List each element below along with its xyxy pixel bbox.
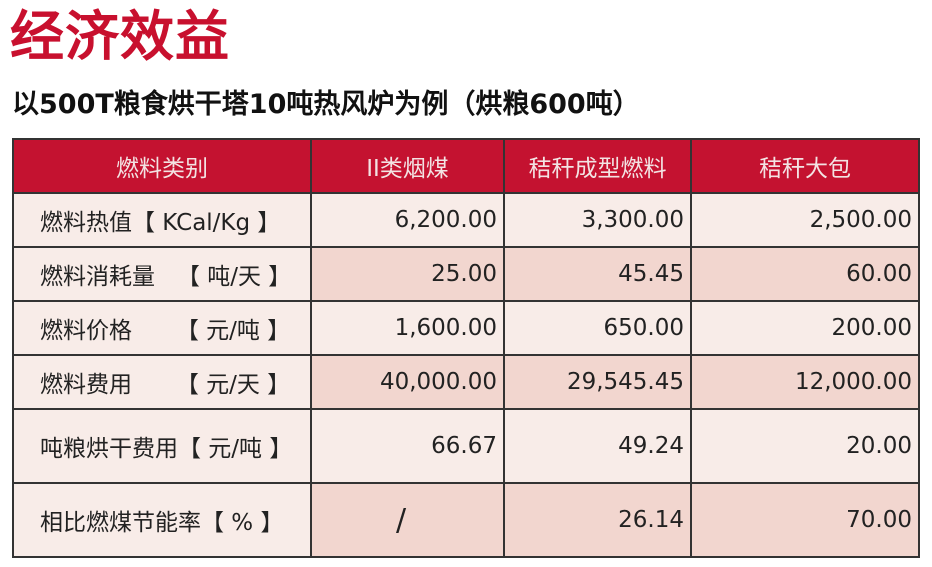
- row-label: 燃料费用 【 元/天 】: [12, 354, 312, 410]
- table-cell: 650.00: [503, 300, 692, 356]
- row-label: 相比燃煤节能率【 % 】: [12, 482, 312, 558]
- row-label: 吨粮烘干费用【 元/吨 】: [12, 408, 312, 484]
- table-cell: 20.00: [690, 408, 920, 484]
- slash-mark: /: [396, 502, 407, 538]
- table-row: 燃料热值【 KCal/Kg 】 6,200.00 3,300.00 2,500.…: [12, 192, 920, 248]
- table-cell: 66.67: [310, 408, 505, 484]
- row-label: 燃料热值【 KCal/Kg 】: [12, 192, 312, 248]
- table-cell: 25.00: [310, 246, 505, 302]
- table-cell: 49.24: [503, 408, 692, 484]
- table-cell: 45.45: [503, 246, 692, 302]
- table-row: 相比燃煤节能率【 % 】 / 26.14 70.00: [12, 482, 920, 558]
- economic-benefit-table: 燃料类别 II类烟煤 秸秆成型燃料 秸秆大包 燃料热值【 KCal/Kg 】 6…: [12, 138, 920, 558]
- table-row: 燃料消耗量 【 吨/天 】 25.00 45.45 60.00: [12, 246, 920, 302]
- table-cell-not-applicable: /: [310, 482, 505, 558]
- page-subtitle: 以500T粮食烘干塔10吨热风炉为例（烘粮600吨）: [12, 89, 640, 120]
- table-cell: 26.14: [503, 482, 692, 558]
- row-label: 燃料价格 【 元/吨 】: [12, 300, 312, 356]
- header-straw-bale: 秸秆大包: [690, 138, 920, 194]
- header-straw-briquette: 秸秆成型燃料: [503, 138, 692, 194]
- table-cell: 40,000.00: [310, 354, 505, 410]
- table-cell: 2,500.00: [690, 192, 920, 248]
- row-label: 燃料消耗量 【 吨/天 】: [12, 246, 312, 302]
- table-cell: 12,000.00: [690, 354, 920, 410]
- table-cell: 6,200.00: [310, 192, 505, 248]
- table-cell: 29,545.45: [503, 354, 692, 410]
- table-row: 燃料费用 【 元/天 】 40,000.00 29,545.45 12,000.…: [12, 354, 920, 410]
- table-cell: 200.00: [690, 300, 920, 356]
- table-header-row: 燃料类别 II类烟煤 秸秆成型燃料 秸秆大包: [12, 138, 920, 194]
- table-cell: 70.00: [690, 482, 920, 558]
- table-cell: 3,300.00: [503, 192, 692, 248]
- table-cell: 60.00: [690, 246, 920, 302]
- header-bituminous-coal: II类烟煤: [310, 138, 505, 194]
- table-row: 吨粮烘干费用【 元/吨 】 66.67 49.24 20.00: [12, 408, 920, 484]
- table-row: 燃料价格 【 元/吨 】 1,600.00 650.00 200.00: [12, 300, 920, 356]
- table-cell: 1,600.00: [310, 300, 505, 356]
- page-title: 经济效益: [10, 5, 230, 68]
- header-fuel-type: 燃料类别: [12, 138, 312, 194]
